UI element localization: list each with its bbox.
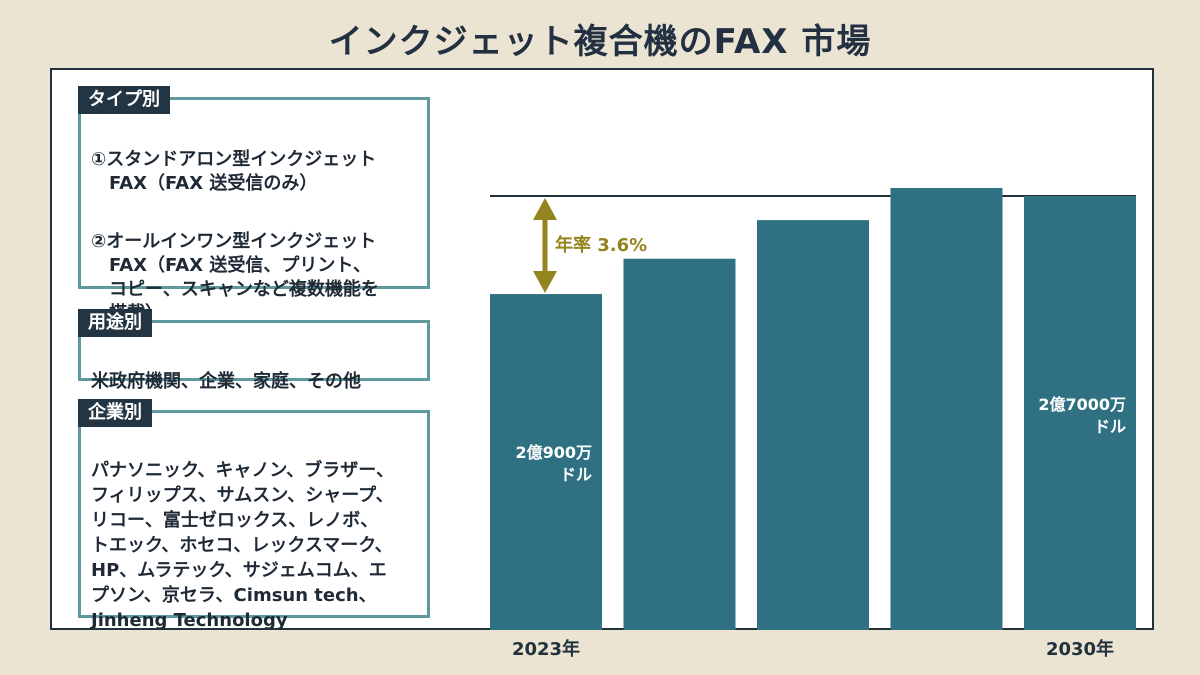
x-tick-label-1: 2023年: [512, 638, 580, 660]
bar-4: [890, 187, 1003, 631]
bar-3: [757, 220, 869, 630]
growth-arrow-head-top: [533, 198, 557, 220]
bar-label-1: 2億900万ドル: [515, 443, 592, 484]
company-tag: 企業別: [78, 399, 152, 427]
type-info-box: ①スタンドアロン型インクジェット FAX（FAX 送受信のみ） ②オールインワン…: [78, 97, 430, 324]
page-title: インクジェット複合機のFAX 市場: [328, 22, 872, 62]
growth-arrow-head-bottom: [533, 271, 557, 294]
bar-label-5: 2億7000万ドル: [1038, 395, 1126, 436]
company-info-box: パナソニック、キャノン、ブラザー、 フィリップス、サムスン、シャープ、 リコー、…: [78, 410, 430, 631]
bar-1: [490, 294, 602, 630]
type-item-standalone: ①スタンドアロン型インクジェット FAX（FAX 送受信のみ）: [91, 149, 377, 194]
usage-info-body: 米政府機関、企業、家庭、その他: [91, 346, 417, 418]
usage-tag: 用途別: [78, 309, 152, 337]
usage-info-box: 米政府機関、企業、家庭、その他: [78, 320, 430, 392]
type-tag: タイプ別: [78, 86, 170, 114]
growth-rate-annotation: 年率 3.6%: [555, 234, 647, 256]
usage-item: 米政府機関、企業、家庭、その他: [91, 371, 361, 392]
bar-5: [1024, 196, 1136, 630]
company-info-body: パナソニック、キャノン、ブラザー、 フィリップス、サムスン、シャープ、 リコー、…: [91, 433, 417, 658]
x-tick-label-5: 2030年: [1046, 638, 1114, 660]
bar-2: [623, 258, 736, 630]
company-item: パナソニック、キャノン、ブラザー、 フィリップス、サムスン、シャープ、 リコー、…: [91, 460, 395, 631]
